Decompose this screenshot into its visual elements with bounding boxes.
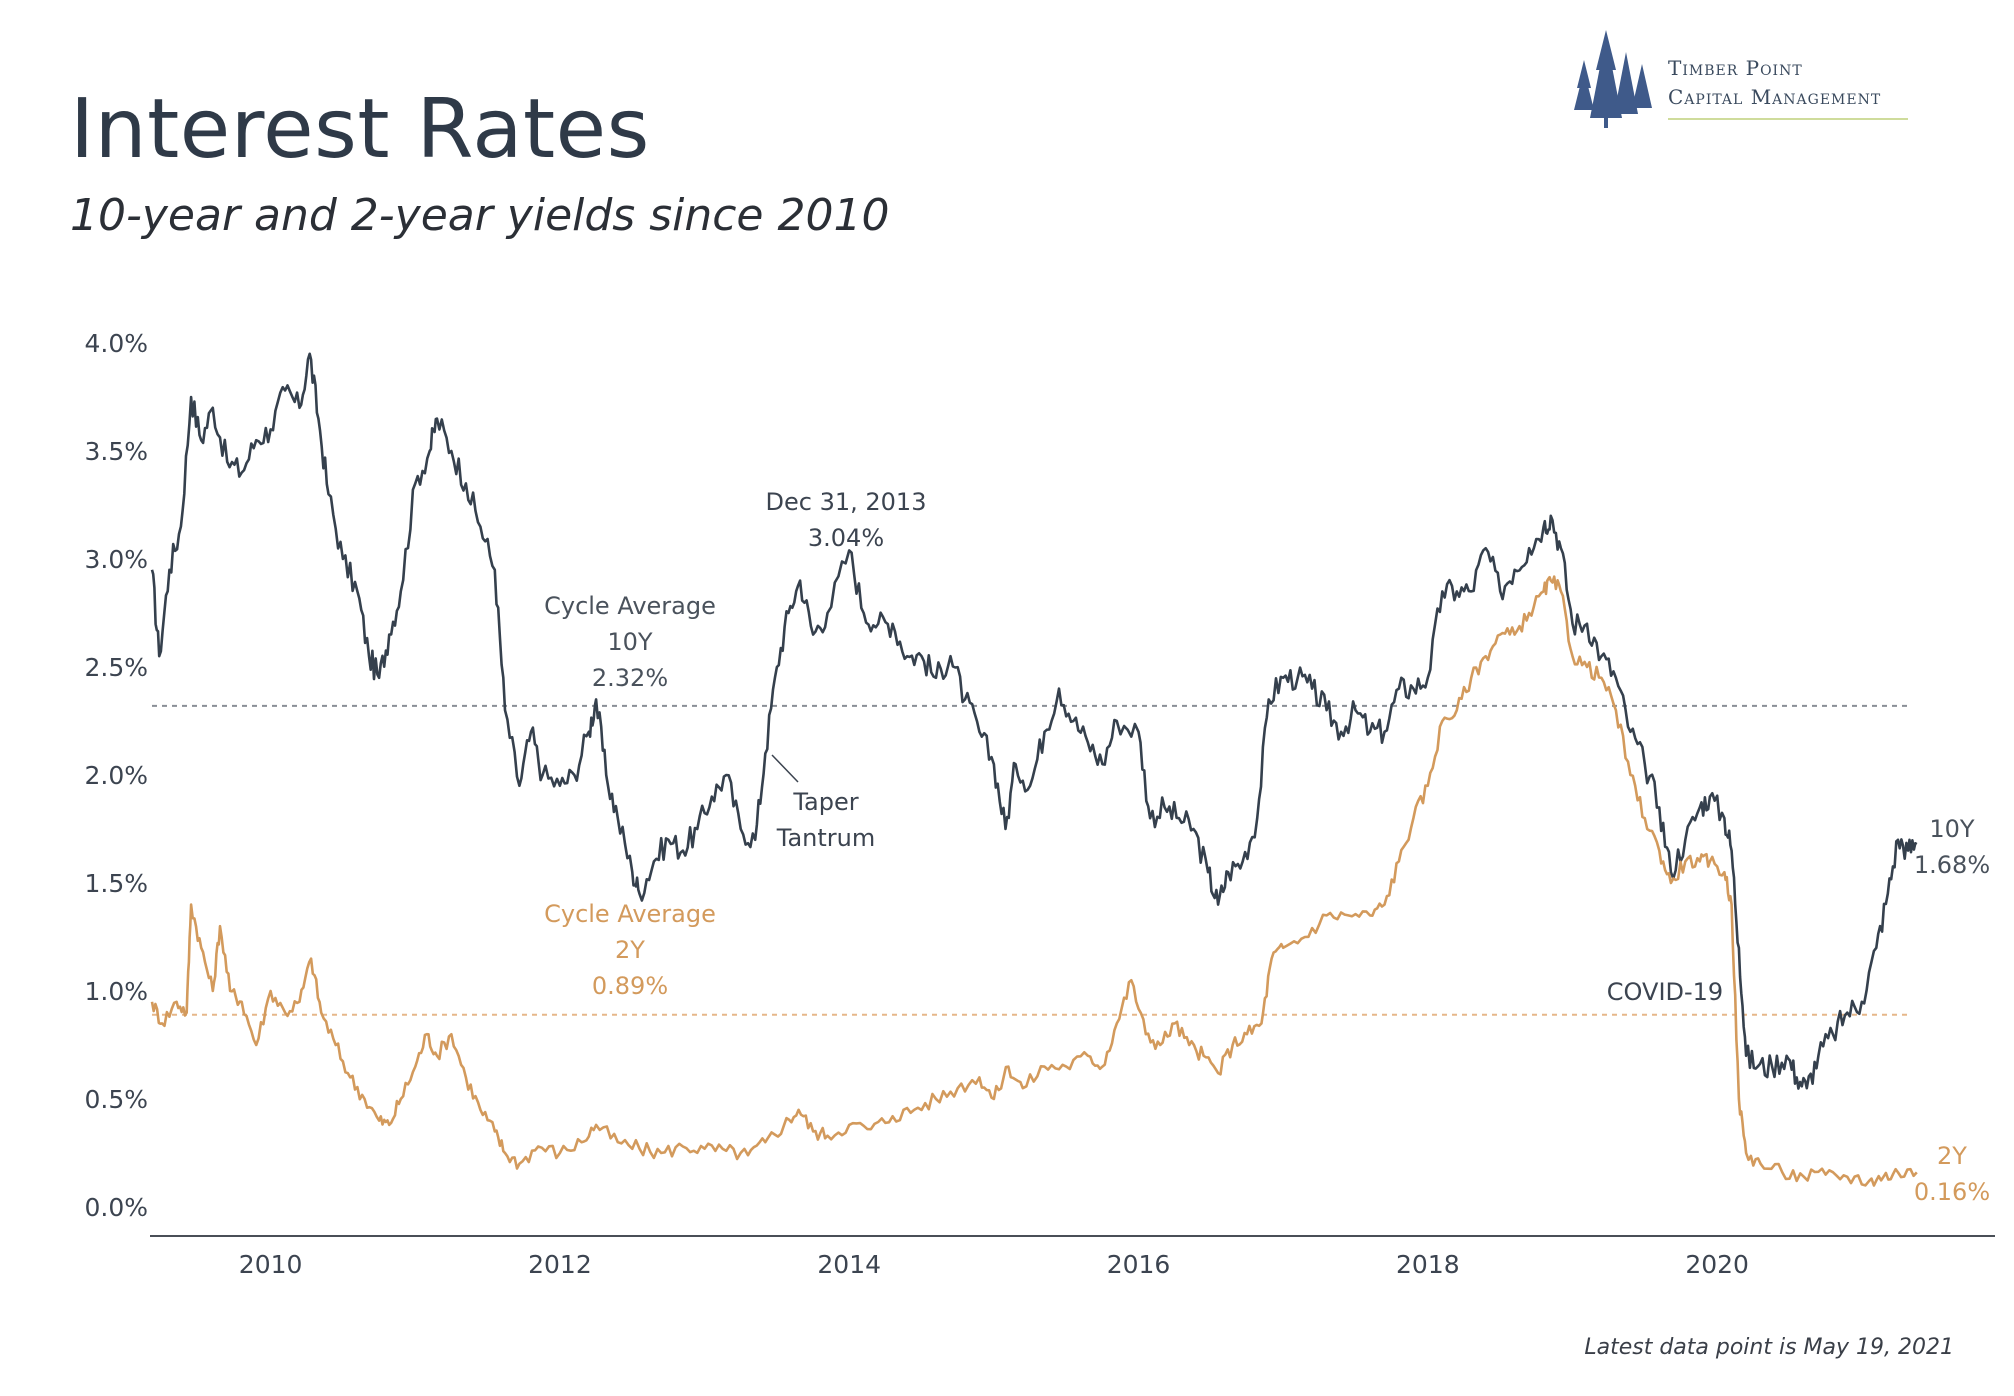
logo-divider [1668, 118, 1908, 120]
x-tick-label: 2012 [528, 1250, 592, 1279]
y-tick-label: 0.0% [84, 1193, 148, 1222]
end-label-10y: 10Y [1929, 815, 1975, 843]
x-tick-label: 2014 [817, 1250, 881, 1279]
x-tick-label: 2020 [1685, 1250, 1749, 1279]
y-tick-label: 2.0% [84, 761, 148, 790]
y-tick-label: 4.0% [84, 329, 148, 358]
cycle-avg-10y-label-1: Cycle Average [544, 592, 716, 620]
y-axis-ticks: 0.0% 0.5% 1.0% 1.5% 2.0% 2.5% 3.0% 3.5% 4.0% [84, 329, 148, 1222]
peak-label-date: Dec 31, 2013 [766, 488, 927, 516]
y-tick-label: 1.0% [84, 977, 148, 1006]
cycle-avg-10y-label-3: 2.32% [592, 664, 668, 692]
peak-label-value: 3.04% [808, 524, 884, 552]
logo-line-1: Timber Point [1668, 56, 1803, 80]
company-logo: Timber Point Capital Management [1568, 30, 1928, 130]
y-tick-label: 3.5% [84, 437, 148, 466]
taper-label-1: Taper [792, 788, 858, 816]
y-tick-label: 2.5% [84, 653, 148, 682]
page-subtitle: 10-year and 2-year yields since 2010 [70, 190, 890, 241]
series-line-10y [150, 352, 1918, 1090]
end-value-2y: 0.16% [1914, 1178, 1990, 1206]
series-line-2y [150, 575, 1918, 1187]
page-title: Interest Rates [70, 82, 650, 177]
reference-lines [152, 704, 1912, 1016]
x-tick-label: 2018 [1396, 1250, 1460, 1279]
cycle-avg-2y-label-2: 2Y [615, 936, 645, 964]
y-tick-label: 3.0% [84, 545, 148, 574]
covid-label: COVID-19 [1607, 978, 1723, 1006]
logo-text: Timber Point Capital Management [1668, 54, 1881, 112]
cycle-avg-2y-label-1: Cycle Average [544, 900, 716, 928]
annotations: Cycle Average 10Y 2.32% Cycle Average 2Y… [544, 488, 1990, 1206]
cycle-avg-2y-label-3: 0.89% [592, 972, 668, 1000]
end-label-2y: 2Y [1937, 1142, 1967, 1170]
pine-trees-icon [1574, 30, 1652, 128]
logo-line-2: Capital Management [1668, 85, 1882, 109]
cycle-avg-10y-label-2: 10Y [607, 628, 653, 656]
end-value-10y: 1.68% [1914, 851, 1990, 879]
series-lines [150, 352, 1918, 1187]
taper-pointer [771, 754, 799, 783]
x-tick-label: 2016 [1107, 1250, 1171, 1279]
taper-label-2: Tantrum [776, 824, 875, 852]
x-axis-ticks: 2010 2012 2014 2016 2018 2020 [239, 1250, 1749, 1279]
x-tick-label: 2010 [239, 1250, 303, 1279]
y-tick-label: 0.5% [84, 1085, 148, 1114]
y-tick-label: 1.5% [84, 869, 148, 898]
footnote: Latest data point is May 19, 2021 [1584, 1335, 1954, 1360]
